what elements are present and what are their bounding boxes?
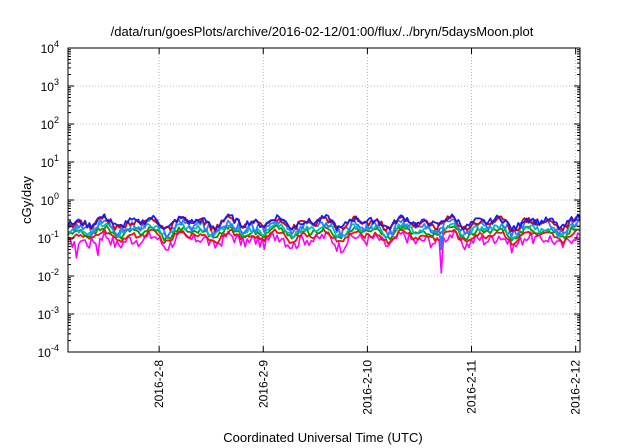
y-tick-label: 10-1 [38, 229, 59, 246]
y-tick-label: 104 [41, 39, 59, 56]
y-tick-label: 10-4 [38, 343, 59, 360]
series-group [67, 213, 581, 274]
y-tick-label: 101 [41, 153, 59, 170]
grid-lines [68, 48, 580, 352]
x-tick-label: 2016-2-8 [152, 360, 166, 408]
x-axis-label: Coordinated Universal Time (UTC) [223, 430, 422, 445]
x-axis-ticks: 2016-2-8 2016-2-9 2016-2-10 2016-2-11 2016-2… [152, 48, 583, 415]
y-axis-label: cGy/day [19, 176, 34, 224]
x-tick-label: 2016-2-10 [360, 360, 374, 415]
y-axis-ticks: 10-4 10-3 10-2 10-1 100 101 102 103 104 [38, 39, 580, 360]
series-line [67, 229, 581, 274]
x-tick-label: 2016-2-11 [465, 360, 479, 414]
x-tick-label: 2016-2-9 [256, 360, 270, 408]
x-tick-label: 2016-2-12 [569, 360, 583, 415]
series-line [67, 213, 581, 232]
y-tick-label: 10-2 [38, 267, 59, 284]
y-tick-label: 102 [41, 115, 59, 132]
y-tick-label: 10-3 [38, 305, 59, 322]
chart-title: /data/run/goesPlots/archive/2016-02-12/0… [111, 24, 534, 39]
y-tick-label: 103 [41, 77, 59, 94]
series-line [67, 227, 581, 246]
y-tick-label: 100 [41, 191, 59, 208]
